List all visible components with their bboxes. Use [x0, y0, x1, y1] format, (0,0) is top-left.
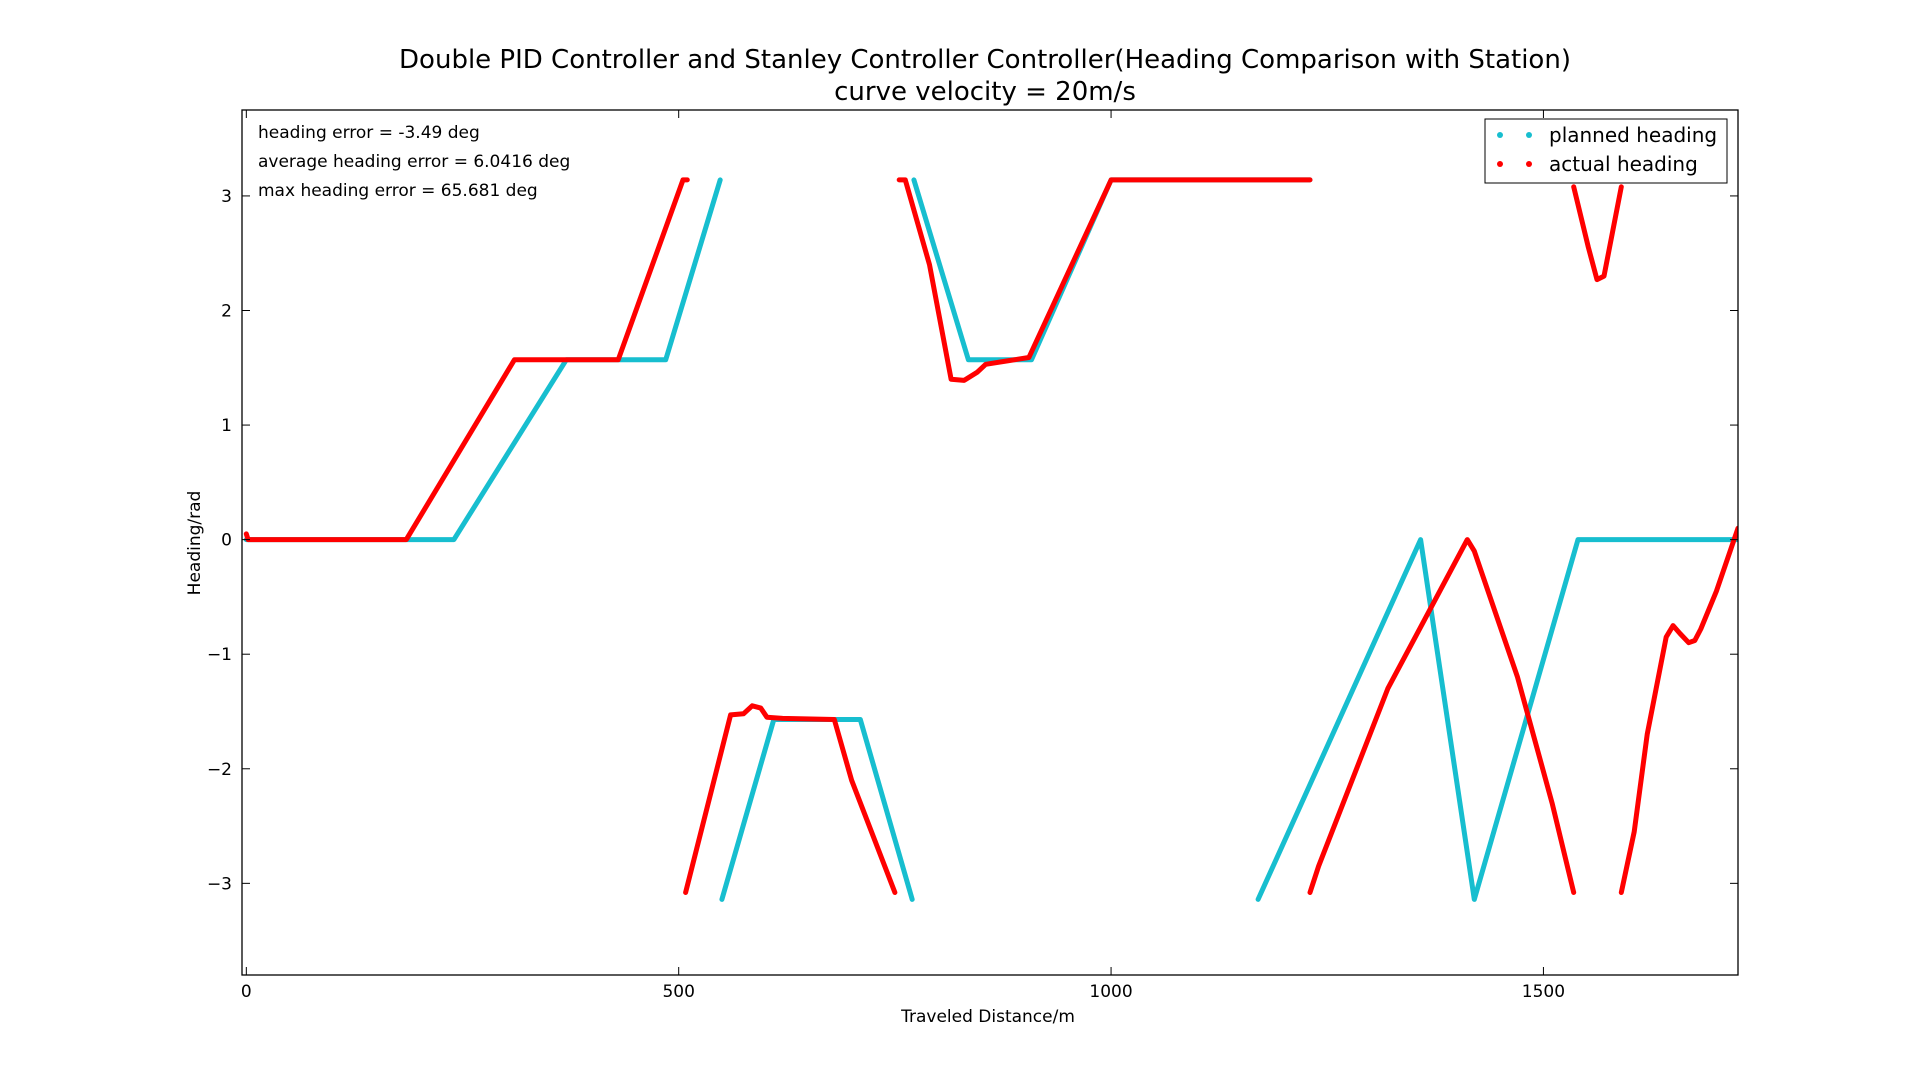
x-tick-label: 500	[662, 982, 694, 1002]
planned-heading-segment-3	[911, 177, 1313, 363]
plot-area-frame	[241, 109, 1739, 976]
x-tick-label: 0	[241, 982, 252, 1002]
annotation-block: heading error = -3.49 deg average headin…	[258, 123, 570, 201]
planned-heading-segment-4	[1255, 537, 1738, 902]
legend-marker-actual	[1526, 161, 1532, 167]
y-tick-label: 3	[221, 187, 232, 207]
plot-data-layer	[243, 177, 1738, 902]
y-axis-label: Heading/rad	[185, 491, 205, 596]
y-tick-label: 0	[221, 531, 232, 551]
y-tick-label: −2	[207, 760, 232, 780]
y-tick-label: 2	[221, 301, 232, 321]
y-tick-label: 1	[221, 416, 232, 436]
planned-heading-segment-2	[719, 717, 915, 902]
legend-marker-actual	[1497, 161, 1503, 167]
x-axis-label: Traveled Distance/m	[900, 1007, 1075, 1027]
legend-box	[1484, 118, 1728, 184]
annotation-max-error: max heading error = 65.681 deg	[258, 181, 538, 201]
x-tick-label: 1500	[1522, 982, 1565, 1002]
chart-title: Double PID Controller and Stanley Contro…	[399, 45, 1571, 75]
legend-label-actual: actual heading	[1549, 152, 1698, 176]
actual-heading-segment-6	[1618, 525, 1738, 895]
legend: planned heading actual heading	[1484, 118, 1728, 184]
annotation-average-error: average heading error = 6.0416 deg	[258, 152, 570, 172]
chart-subtitle: curve velocity = 20m/s	[834, 77, 1136, 107]
y-tick-label: −1	[207, 645, 232, 665]
y-tick-label: −3	[207, 874, 232, 894]
actual-heading-segment-3	[896, 177, 1313, 383]
actual-heading-segment-5	[1571, 184, 1624, 283]
legend-marker-planned	[1497, 132, 1503, 138]
axis-ticks: 0 500 1000 1500 −3 −2 −1 0 1 2 3	[207, 110, 1738, 1002]
annotation-heading-error: heading error = -3.49 deg	[258, 123, 480, 143]
planned-heading-segment-1	[243, 177, 723, 543]
actual-heading-segment-2	[683, 703, 898, 895]
legend-marker-planned	[1526, 132, 1532, 138]
legend-label-planned: planned heading	[1549, 123, 1717, 147]
x-tick-label: 1000	[1089, 982, 1132, 1002]
actual-heading-segment-4	[1307, 537, 1577, 895]
